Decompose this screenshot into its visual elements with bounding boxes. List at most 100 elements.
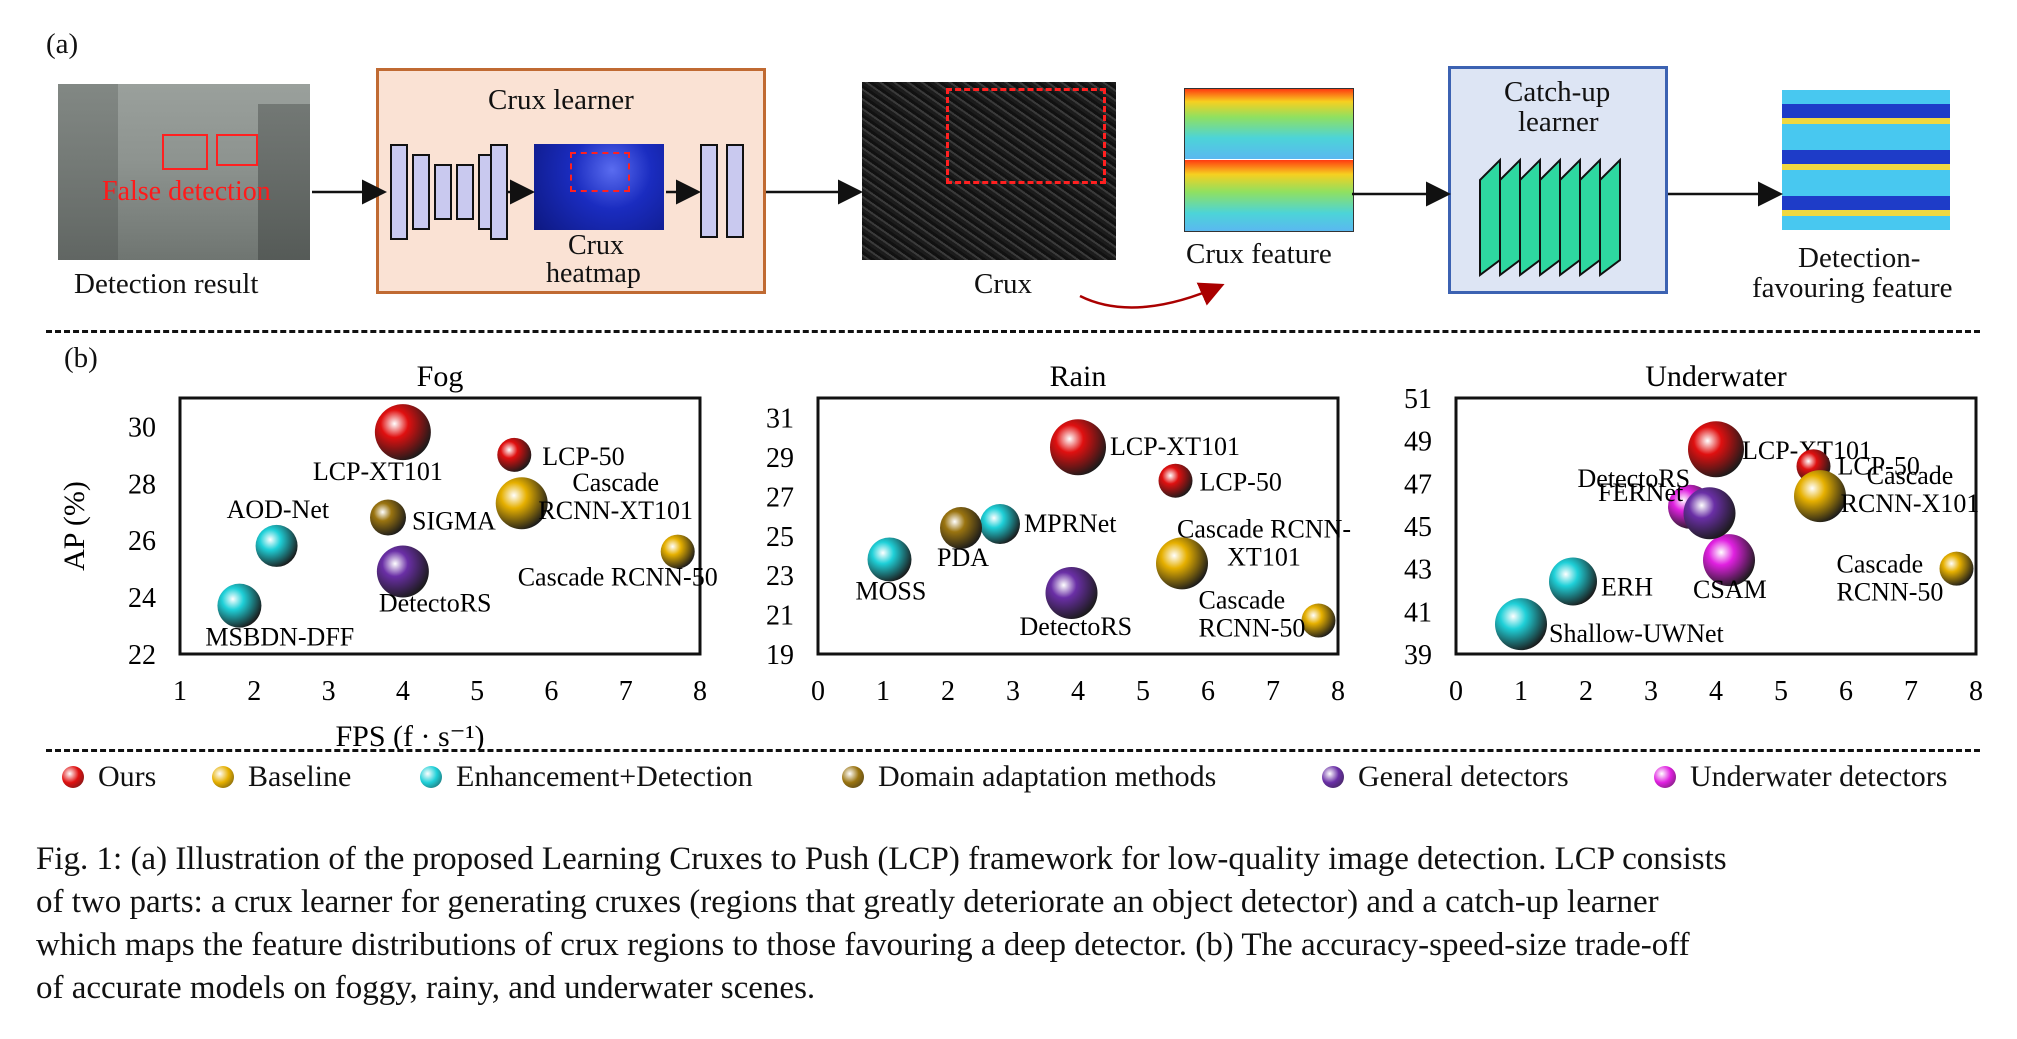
data-point [1495, 598, 1547, 651]
x-tick-label: 8 [1331, 676, 1345, 707]
x-tick-label: 7 [1266, 676, 1280, 707]
data-point [940, 506, 982, 549]
point-label: Cascade [572, 468, 659, 497]
x-tick-label: 0 [811, 676, 825, 707]
point-label: FERNet [1598, 478, 1684, 507]
point-label: LCP-XT101 [313, 457, 443, 486]
false-detection-label: False detection [102, 176, 271, 207]
divider-bottom [46, 749, 1980, 752]
y-tick-label: 51 [1404, 384, 1432, 415]
legend-item: Ours [62, 760, 156, 794]
catchup-learner-title-1: Catch-up [1504, 76, 1611, 108]
data-point [1301, 603, 1336, 638]
y-tick-label: 23 [766, 561, 794, 592]
x-tick-label: 4 [1071, 676, 1085, 707]
legend-marker [1322, 766, 1344, 788]
y-tick-label: 21 [766, 601, 794, 632]
point-label: CSAM [1693, 575, 1767, 604]
x-tick-label: 3 [1644, 676, 1658, 707]
legend-item: Domain adaptation methods [842, 760, 1216, 794]
data-point [1549, 557, 1597, 606]
point-label: DetectoRS [1578, 464, 1691, 493]
legend-item: Baseline [212, 760, 351, 794]
y-tick-label: 30 [128, 412, 156, 443]
y-tick-label: 41 [1404, 597, 1432, 628]
x-tick-label: 6 [1839, 676, 1853, 707]
data-point [376, 545, 429, 598]
data-point [660, 534, 695, 569]
point-label: LCP-50 [542, 442, 624, 471]
y-tick-label: 27 [766, 482, 794, 513]
legend-label: Enhancement+Detection [456, 760, 753, 793]
x-tick-label: 3 [322, 676, 336, 707]
false-detection-box-1 [162, 134, 208, 170]
point-label: AOD-Net [227, 495, 330, 524]
point-label: LCP-XT101 [1110, 432, 1240, 461]
x-tick-label: 4 [1709, 676, 1723, 707]
y-tick-label: 49 [1404, 427, 1432, 458]
x-tick-label: 6 [544, 676, 558, 707]
detection-favouring-label-2: favouring feature [1752, 272, 1953, 304]
detection-result-label: Detection result [74, 268, 259, 300]
point-label: MOSS [856, 576, 927, 605]
y-axis-label: AP (%) [58, 481, 91, 571]
x-axis-label: FPS (f · s⁻¹) [335, 720, 484, 750]
point-label: MSBDN-DFF [205, 623, 354, 652]
legend-marker [212, 766, 234, 788]
pipeline-arrows [312, 179, 1783, 309]
point-label: RCNN-50 [1199, 614, 1306, 643]
data-point [1683, 487, 1736, 540]
false-detection-box-2 [216, 134, 258, 166]
legend-label: Ours [98, 760, 157, 793]
detection-favouring-label-1: Detection- [1798, 242, 1921, 274]
x-tick-label: 6 [1201, 676, 1215, 707]
x-tick-label: 7 [1904, 676, 1918, 707]
point-label: Cascade RCNN-50 [518, 563, 718, 592]
legend-label: Underwater detectors [1690, 760, 1948, 793]
point-label: LCP-50 [1200, 468, 1282, 497]
point-label: Cascade [1199, 586, 1286, 615]
data-point [374, 404, 431, 461]
y-tick-label: 24 [128, 583, 156, 614]
caption-line: of two parts: a crux learner for generat… [36, 884, 1659, 920]
x-tick-label: 4 [396, 676, 410, 707]
y-tick-label: 25 [766, 522, 794, 553]
point-label: Cascade [1867, 461, 1954, 490]
y-tick-label: 19 [766, 640, 794, 671]
panel-a-label: (a) [46, 28, 79, 60]
y-tick-label: 28 [128, 469, 156, 500]
x-tick-label: 5 [1136, 676, 1150, 707]
decoder-layers [700, 144, 760, 240]
legend-item: General detectors [1322, 760, 1569, 794]
crux-image [862, 82, 1116, 260]
legend-marker [62, 766, 84, 788]
x-tick-label: 0 [1449, 676, 1463, 707]
legend-label: Baseline [248, 760, 352, 793]
plot-frame [816, 396, 1340, 656]
legend-marker [842, 766, 864, 788]
catchup-layers [1479, 157, 1621, 277]
data-point [1050, 419, 1106, 476]
point-label: RCNN-50 [1837, 578, 1944, 607]
data-point [1794, 470, 1846, 523]
detection-favouring-feature-image [1782, 90, 1950, 230]
catchup-learner-title-2: learner [1518, 106, 1599, 138]
divider-top [46, 330, 1980, 333]
point-label: Shallow-UWNet [1549, 619, 1725, 648]
data-point [497, 437, 532, 472]
x-tick-label: 2 [941, 676, 955, 707]
x-tick-label: 7 [619, 676, 633, 707]
x-tick-label: 8 [1969, 676, 1983, 707]
figure-caption: Fig. 1: (a) Illustration of the proposed… [36, 838, 1986, 1010]
y-tick-label: 29 [766, 443, 794, 474]
chart-title: Rain [1050, 360, 1107, 393]
crux-feature-image [1184, 88, 1354, 232]
point-label: RCNN-X101 [1841, 489, 1980, 518]
detection-result-image [58, 84, 310, 260]
point-label: PDA [937, 543, 989, 572]
crux-feature-label: Crux feature [1186, 238, 1332, 270]
data-point [255, 524, 298, 567]
data-point [867, 537, 912, 582]
data-point [1045, 566, 1098, 619]
